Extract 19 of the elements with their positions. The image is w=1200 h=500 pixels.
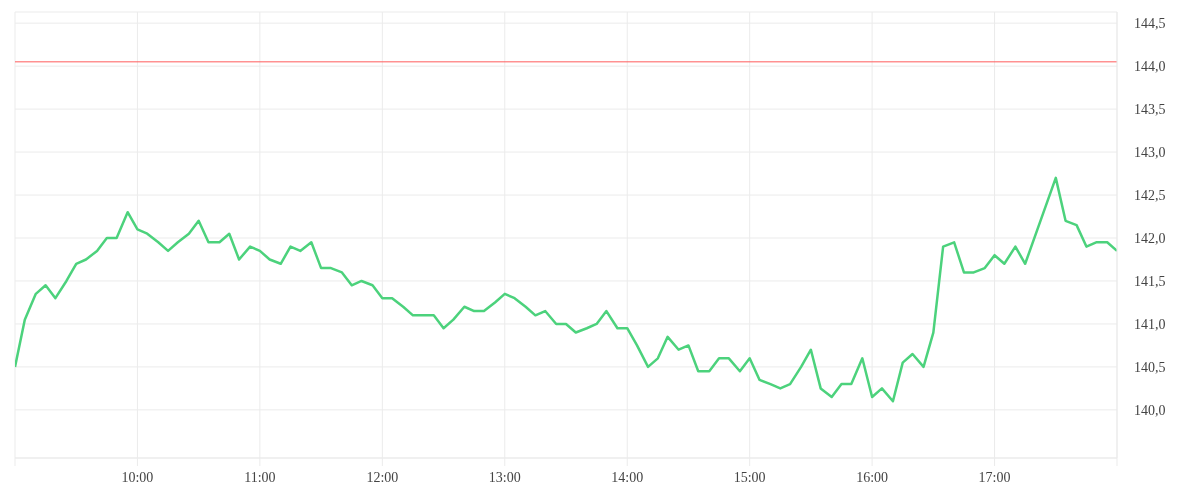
y-tick-label: 142,0 — [1134, 230, 1166, 246]
y-tick-label: 144,5 — [1134, 16, 1166, 32]
y-tick-label: 144,0 — [1134, 59, 1166, 75]
x-tick-label: 10:00 — [121, 469, 154, 485]
x-tick-label: 11:00 — [244, 469, 276, 485]
y-tick-label: 141,0 — [1134, 316, 1166, 332]
x-tick-label: 13:00 — [488, 469, 521, 485]
y-tick-label: 140,0 — [1134, 402, 1166, 418]
y-tick-label: 140,5 — [1134, 359, 1166, 375]
y-tick-label: 143,5 — [1134, 102, 1166, 118]
line-series — [15, 176, 1117, 403]
x-tick-label: 16:00 — [856, 469, 889, 485]
y-tick-label: 141,5 — [1134, 273, 1166, 289]
y-tick-label: 142,5 — [1134, 188, 1166, 204]
x-tick-label: 14:00 — [611, 469, 644, 485]
x-tick-label: 17:00 — [978, 469, 1011, 485]
x-tick-label: 15:00 — [733, 469, 766, 485]
y-tick-label: 143,0 — [1134, 145, 1166, 161]
x-tick-label: 12:00 — [366, 469, 399, 485]
